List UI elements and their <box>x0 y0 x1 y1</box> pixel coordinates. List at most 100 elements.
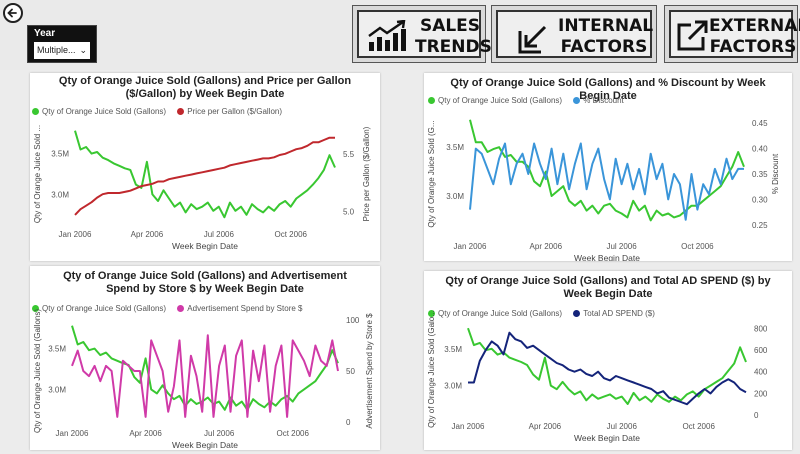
x-tick-label: Jul 2006 <box>606 242 637 251</box>
legend-label: Total AD SPEND ($) <box>583 309 655 318</box>
external-factors-line2: FACTORS <box>709 37 797 57</box>
x-tick-label: Oct 2006 <box>275 230 308 239</box>
series-line-green <box>467 327 747 405</box>
x-axis-label: Week Begin Date <box>172 440 238 450</box>
y-axis-label: Qty of Orange Juice Sold ... <box>33 125 42 223</box>
series-line-blue <box>469 142 744 221</box>
x-tick-label: Oct 2006 <box>682 422 715 431</box>
chart-legend: Qty of Orange Juice Sold (Gallons) Adver… <box>32 304 311 313</box>
legend-item[interactable]: Total AD SPEND ($) <box>573 309 655 318</box>
adspend-chart-panel[interactable]: Qty of Orange Juice Sold (Gallons) and T… <box>424 271 792 450</box>
x-axis-label: Week Begin Date <box>574 253 640 261</box>
year-dropdown-value: Multiple... <box>37 45 76 55</box>
adspend-chart-plot: 3.0M 3.5M 0 200 400 600 800 Jan 2006 Apr 2006 Jul… <box>427 310 768 443</box>
arrow-in-icon <box>518 25 547 54</box>
year-dropdown[interactable]: Multiple... ⌄ <box>34 42 90 59</box>
chart-title: Qty of Orange Juice Sold (Gallons) and A… <box>63 270 347 295</box>
external-factors-line1: EXTERNAL <box>709 16 800 36</box>
x-tick-label: Oct 2006 <box>681 242 714 251</box>
legend-item[interactable]: Qty of Orange Juice Sold (Gallons) <box>428 309 562 318</box>
y2-tick-label: 0.35 <box>752 170 768 179</box>
y2-tick-label: 0.30 <box>752 195 768 204</box>
legend-label: Qty of Orange Juice Sold (Gallons) <box>42 107 167 116</box>
sales-trends-button[interactable]: SALES TRENDS <box>352 5 492 63</box>
legend-item[interactable]: Qty of Orange Juice Sold (Gallons) <box>32 304 166 313</box>
legend-item[interactable]: Qty of Orange Juice Sold (Gallons) <box>428 96 562 105</box>
y2-axis-label: Price per Gallon ($/Gallon) <box>362 126 371 221</box>
x-tick-label: Jan 2006 <box>56 429 89 438</box>
x-tick-label: Apr 2006 <box>129 429 162 438</box>
y2-tick-label: 0 <box>346 418 351 427</box>
trend-chart-icon <box>368 20 406 51</box>
external-factors-button[interactable]: EXTERNAL FACTORS <box>664 5 800 63</box>
legend-label: Advertisement Spend by Store $ <box>187 304 303 313</box>
year-slicer-title: Year <box>34 28 56 39</box>
sales-trends-line2: TRENDS <box>415 37 492 57</box>
series-line-green <box>469 119 745 222</box>
price-chart-panel[interactable]: Qty of Orange Juice Sold (Gallons) and P… <box>30 73 380 261</box>
discount-chart-panel[interactable]: Qty of Orange Juice Sold (Gallons) and %… <box>424 73 792 261</box>
y2-tick-label: 0.40 <box>752 145 768 154</box>
y2-tick-label: 0 <box>754 411 759 420</box>
y-tick-label: 3.0M <box>444 382 462 391</box>
sales-trends-line1: SALES <box>419 16 481 36</box>
y2-tick-label: 600 <box>754 346 768 355</box>
y-tick-label: 3.0M <box>48 385 66 394</box>
advert-chart-panel[interactable]: Qty of Orange Juice Sold (Gallons) and A… <box>30 266 380 450</box>
chart-title: Qty of Orange Juice Sold (Gallons) and P… <box>58 75 352 100</box>
y2-tick-label: 100 <box>346 316 360 325</box>
year-slicer: Year Multiple... ⌄ <box>27 25 97 63</box>
y2-tick-label: 5.0 <box>343 207 355 216</box>
price-chart-plot: 3.0M 3.5M 5.0 5.5 Jan 2006 Apr 2006 Jul 2006 Oc… <box>33 125 371 251</box>
y2-tick-label: 200 <box>754 389 768 398</box>
y-tick-label: 3.5M <box>446 143 464 152</box>
y2-tick-label: 50 <box>346 367 355 376</box>
legend-item[interactable]: Price per Gallon ($/Gallon) <box>177 107 282 116</box>
x-axis-label: Week Begin Date <box>574 433 640 443</box>
legend-label: Price per Gallon ($/Gallon) <box>187 107 283 116</box>
y-axis-label: Qty of Orange Juice Sold (Gallons) <box>33 309 42 433</box>
chart-legend: Qty of Orange Juice Sold (Gallons) % Dis… <box>428 96 633 105</box>
y-tick-label: 3.5M <box>444 345 462 354</box>
series-line-green <box>74 130 336 219</box>
y2-tick-label: 0.45 <box>752 119 768 128</box>
internal-factors-line1: INTERNAL <box>558 16 654 36</box>
y2-tick-label: 800 <box>754 324 768 333</box>
series-line-navy <box>468 331 747 406</box>
x-tick-label: Jan 2006 <box>454 242 487 251</box>
y2-axis-label: Advertisement Spend by Store $ <box>365 313 374 429</box>
y2-tick-label: 5.5 <box>343 150 355 159</box>
y-axis-label: Qty of Orange Juice Sold (G... <box>427 120 436 227</box>
y2-tick-label: 0.25 <box>752 221 768 230</box>
discount-chart-plot: 3.0M 3.5M 0.25 0.30 0.35 0.40 0.45 Jan 2006 Apr … <box>427 119 780 261</box>
legend-label: Qty of Orange Juice Sold (Gallons) <box>438 96 563 105</box>
chart-legend: Qty of Orange Juice Sold (Gallons) Price… <box>32 107 291 116</box>
advert-chart-plot: 3.0M 3.5M 0 50 100 Jan 2006 Apr 2006 Jul 2006 Oc… <box>33 309 374 450</box>
internal-factors-button[interactable]: INTERNAL FACTORS <box>491 5 657 63</box>
x-tick-label: Jan 2006 <box>59 230 92 239</box>
legend-label: % Discount <box>583 96 624 105</box>
internal-factors-line2: FACTORS <box>560 37 648 57</box>
y-tick-label: 3.0M <box>446 192 464 201</box>
series-line-red <box>74 136 335 216</box>
y-tick-label: 3.0M <box>51 190 69 199</box>
x-tick-label: Apr 2006 <box>530 242 563 251</box>
back-arrow-icon <box>7 8 17 18</box>
y2-axis-label: % Discount <box>771 153 780 194</box>
legend-label: Qty of Orange Juice Sold (Gallons) <box>42 304 167 313</box>
chevron-down-icon: ⌄ <box>79 45 87 55</box>
legend-item[interactable]: Qty of Orange Juice Sold (Gallons) <box>32 107 166 116</box>
x-tick-label: Jul 2006 <box>607 422 638 431</box>
x-axis-label: Week Begin Date <box>172 241 238 251</box>
chart-title: Qty of Orange Juice Sold (Gallons) and %… <box>450 77 766 102</box>
x-tick-label: Jul 2006 <box>204 230 235 239</box>
legend-item[interactable]: Advertisement Spend by Store $ <box>177 304 302 313</box>
back-button[interactable] <box>3 3 23 23</box>
series-line-green <box>71 325 339 411</box>
y-axis-label: Qty of Orange Juice Sold (Galo... <box>427 310 436 428</box>
chart-legend: Qty of Orange Juice Sold (Gallons) Total… <box>428 309 664 318</box>
x-tick-label: Jul 2006 <box>204 429 235 438</box>
x-tick-label: Jan 2006 <box>452 422 485 431</box>
y-tick-label: 3.5M <box>48 345 66 354</box>
legend-item[interactable]: % Discount <box>573 96 624 105</box>
